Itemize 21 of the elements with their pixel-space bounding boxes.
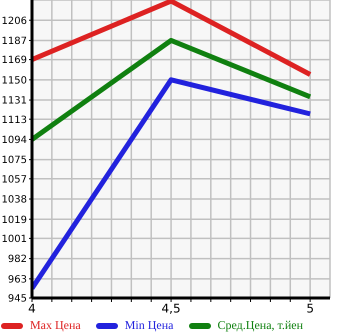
y-tick-label: 945 (8, 294, 27, 305)
y-tick-label: 1057 (2, 174, 27, 186)
y-tick-label: 963 (8, 274, 27, 286)
y-tick-label: 1113 (2, 114, 27, 126)
x-tick-label: 5 (306, 302, 314, 316)
y-tick-label: 1206 (2, 16, 27, 27)
y-tick-label: 1019 (2, 214, 27, 226)
legend-label: Сред.Цена, т.йен (218, 318, 304, 333)
y-tick-label: 1094 (2, 134, 27, 146)
y-tick-label: 1075 (2, 155, 27, 166)
y-tick-label: 1001 (2, 234, 27, 245)
x-tick-label: 4 (28, 302, 36, 316)
y-tick-label: 1150 (2, 75, 27, 86)
legend-label: Min Цена (124, 318, 174, 333)
legend-label: Max Цена (30, 318, 81, 333)
y-tick-label: 1131 (2, 96, 27, 107)
y-tick-label: 1169 (2, 55, 27, 66)
y-tick-label: 982 (8, 254, 27, 266)
y-tick-label: 1038 (2, 194, 27, 206)
y-tick-label: 1187 (2, 36, 27, 47)
x-tick-label: 4,5 (162, 302, 181, 316)
